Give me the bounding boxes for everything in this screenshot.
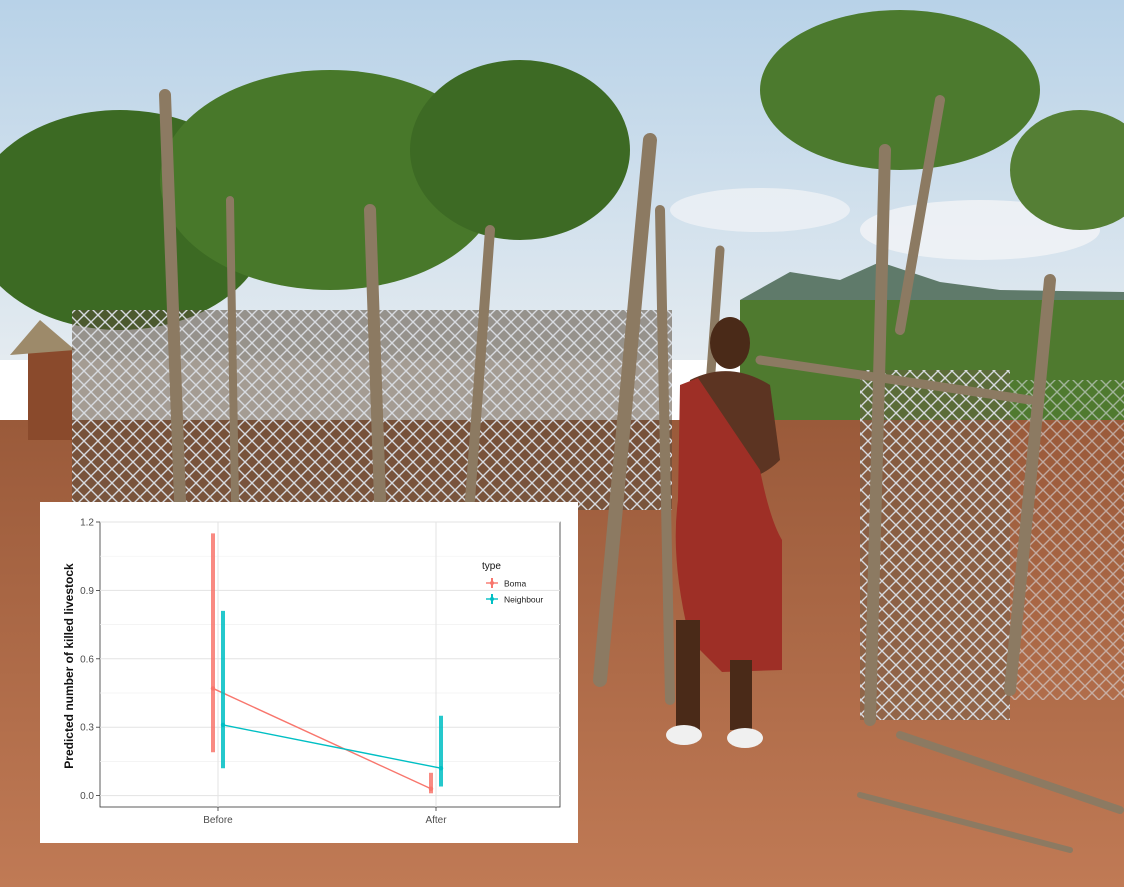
photo-man xyxy=(666,317,782,748)
y-axis-ticks: 0.0 0.3 0.6 0.9 1.2 xyxy=(80,518,100,802)
legend-label: Neighbour xyxy=(504,595,543,605)
series-line xyxy=(212,687,432,790)
plot-area: 0.0 0.3 0.6 0.9 1.2 Before After xyxy=(80,518,561,826)
grid-lines xyxy=(100,521,560,807)
series-layer xyxy=(210,533,444,794)
x-tick-label: Before xyxy=(203,815,233,826)
legend-title: type xyxy=(482,561,501,572)
x-tick-label: After xyxy=(425,815,447,826)
data-point xyxy=(210,686,216,691)
y-tick-label: 0.0 xyxy=(80,791,94,802)
data-point xyxy=(220,722,226,728)
legend-key-point xyxy=(490,597,494,601)
series-boma xyxy=(210,533,434,794)
chart-inset: 0.0 0.3 0.6 0.9 1.2 Before After Predicted nu… xyxy=(40,502,578,843)
x-axis-ticks: Before After xyxy=(203,807,447,826)
data-point xyxy=(438,766,444,771)
legend-key-point xyxy=(490,581,494,585)
chart: 0.0 0.3 0.6 0.9 1.2 Before After Predicted nu… xyxy=(62,518,561,826)
series-neighbour xyxy=(220,610,444,787)
y-tick-label: 0.9 xyxy=(80,586,94,597)
series-line xyxy=(222,724,442,769)
y-tick-label: 0.3 xyxy=(80,723,94,734)
photo-poles xyxy=(159,89,1124,853)
legend: type Boma Neighbour xyxy=(482,561,543,605)
y-tick-label: 1.2 xyxy=(80,518,94,529)
data-point xyxy=(428,786,434,791)
legend-items: Boma Neighbour xyxy=(486,578,543,605)
legend-label: Boma xyxy=(504,579,526,589)
y-axis-label: Predicted number of killed livestock xyxy=(62,563,76,769)
photo-hut xyxy=(10,320,75,440)
y-tick-label: 0.6 xyxy=(80,654,94,665)
